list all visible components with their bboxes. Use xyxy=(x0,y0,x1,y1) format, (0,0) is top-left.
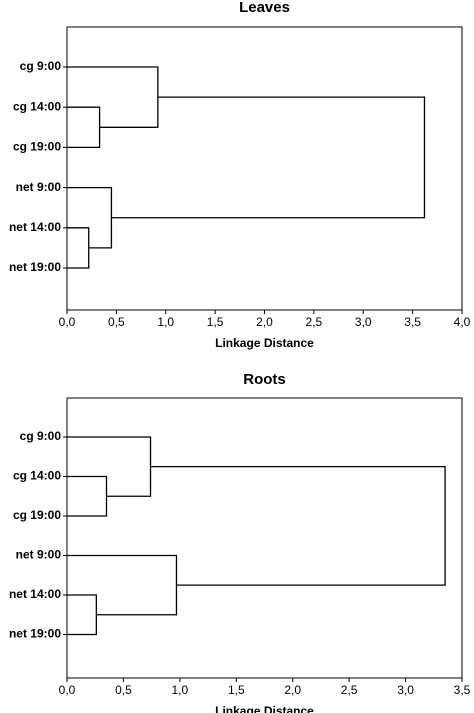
x-tick-label: 2,0 xyxy=(284,683,301,697)
x-tick-label: 0,0 xyxy=(59,683,76,697)
leaf-label: cg 19:00 xyxy=(13,140,61,154)
leaf-label: net 19:00 xyxy=(9,260,61,274)
x-tick-label: 3,5 xyxy=(454,683,471,697)
x-tick-label: 3,0 xyxy=(355,315,372,329)
link xyxy=(67,475,108,517)
link xyxy=(67,106,101,149)
x-tick-label: 3,5 xyxy=(404,315,421,329)
x-tick-label: 0,0 xyxy=(59,315,76,329)
axis-label: Linkage Distance xyxy=(215,336,314,350)
chart-title: Leaves xyxy=(239,0,290,16)
leaf-label: cg 9:00 xyxy=(20,429,62,443)
leaf-label: cg 9:00 xyxy=(20,59,62,73)
x-tick-label: 2,5 xyxy=(306,315,323,329)
link xyxy=(111,96,426,219)
plot-frame xyxy=(66,26,463,311)
axis-label: Linkage Distance xyxy=(215,704,314,713)
x-tick-label: 1,5 xyxy=(207,315,224,329)
link xyxy=(67,594,97,636)
leaf-label: net 14:00 xyxy=(9,587,61,601)
leaf-label: cg 14:00 xyxy=(13,99,61,113)
x-tick-label: 4,0 xyxy=(454,315,471,329)
link xyxy=(67,554,178,616)
x-tick-label: 2,5 xyxy=(341,683,358,697)
x-tick-label: 1,5 xyxy=(228,683,245,697)
x-tick-label: 1,0 xyxy=(157,315,174,329)
x-tick-label: 3,0 xyxy=(397,683,414,697)
link xyxy=(150,465,446,586)
x-tick-label: 2,0 xyxy=(256,315,273,329)
leaf-label: net 9:00 xyxy=(16,548,62,562)
link xyxy=(67,227,90,269)
x-tick-label: 0,5 xyxy=(115,683,132,697)
leaf-label: net 19:00 xyxy=(9,627,61,641)
x-tick-label: 0,5 xyxy=(108,315,125,329)
chart-title: Roots xyxy=(243,371,286,388)
plot-frame xyxy=(66,397,463,679)
leaf-label: cg 14:00 xyxy=(13,469,61,483)
leaf-label: net 9:00 xyxy=(16,180,62,194)
link xyxy=(67,436,152,497)
link xyxy=(67,66,159,128)
leaf-label: cg 19:00 xyxy=(13,508,61,522)
x-tick-label: 1,0 xyxy=(172,683,189,697)
leaf-label: net 14:00 xyxy=(9,220,61,234)
